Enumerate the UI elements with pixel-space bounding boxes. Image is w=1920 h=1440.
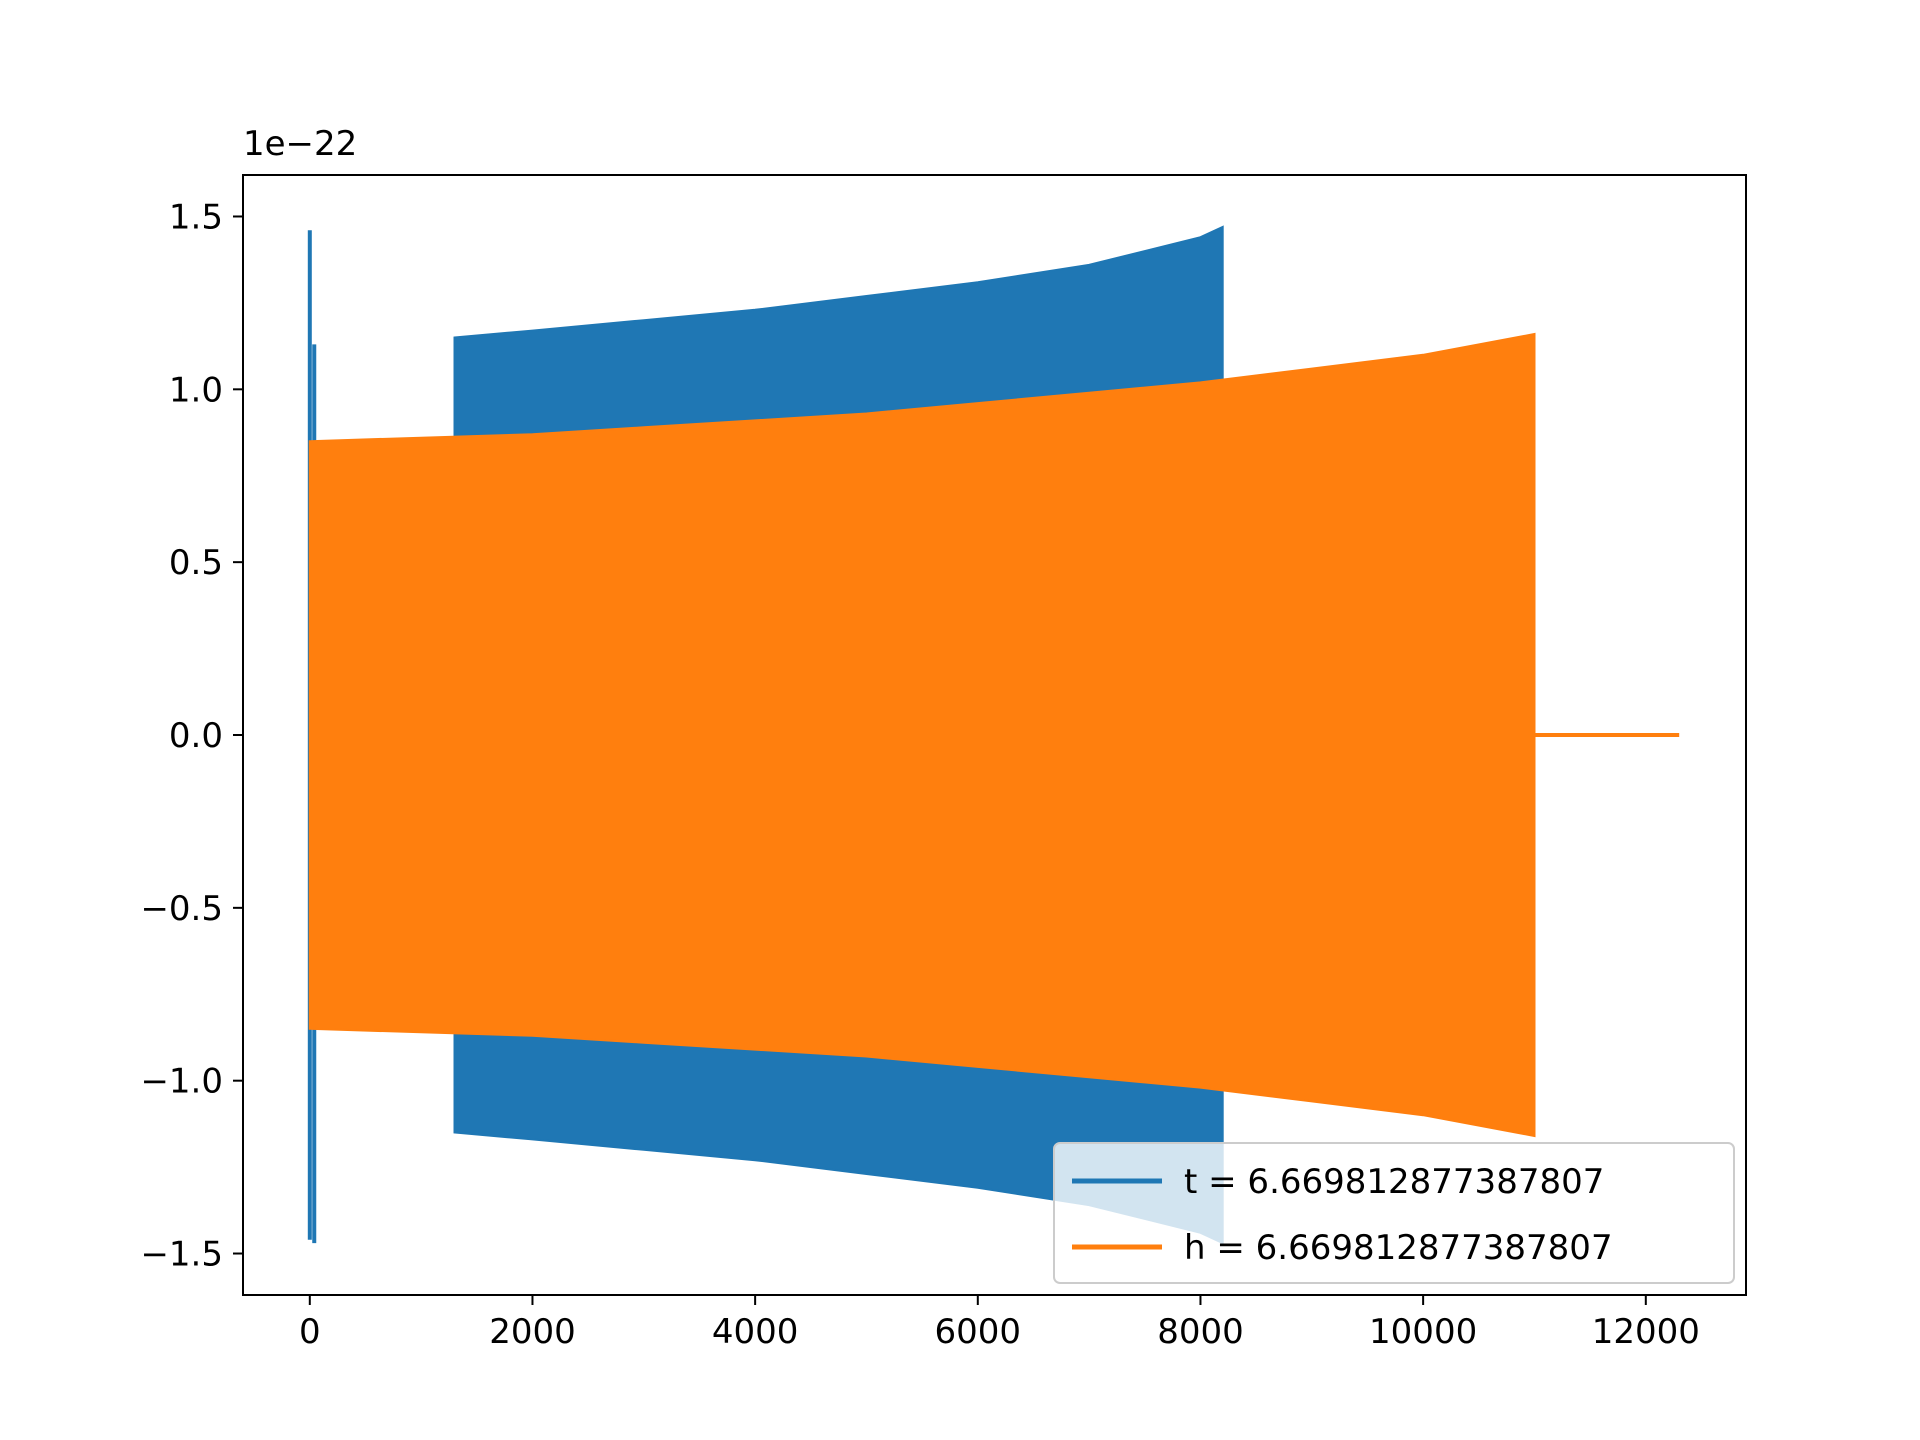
x-tick-label: 4000 [712, 1312, 799, 1352]
y-tick-label: −1.5 [140, 1235, 223, 1275]
x-tick-label: 6000 [935, 1312, 1022, 1352]
y-offset-text: 1e−22 [243, 124, 357, 164]
series-1-oscillation-band [308, 332, 1536, 1138]
legend-label-0: t = 6.669812877387807 [1184, 1162, 1604, 1202]
y-tick-label: 0.5 [169, 543, 223, 583]
x-tick-label: 0 [299, 1312, 321, 1352]
x-tick-label: 8000 [1157, 1312, 1244, 1352]
y-tick-label: −0.5 [140, 889, 223, 929]
y-tick-label: −1.0 [140, 1062, 223, 1102]
legend-box [1053, 1142, 1735, 1284]
x-tick-label: 10000 [1369, 1312, 1477, 1352]
legend-label-1: h = 6.669812877387807 [1184, 1228, 1613, 1268]
y-tick-label: 1.5 [169, 197, 223, 237]
series-1 [308, 332, 1680, 1138]
y-tick-label: 1.0 [169, 370, 223, 410]
x-tick-label: 2000 [489, 1312, 576, 1352]
y-tick-label: 0.0 [169, 716, 223, 756]
x-tick-label: 12000 [1592, 1312, 1700, 1352]
